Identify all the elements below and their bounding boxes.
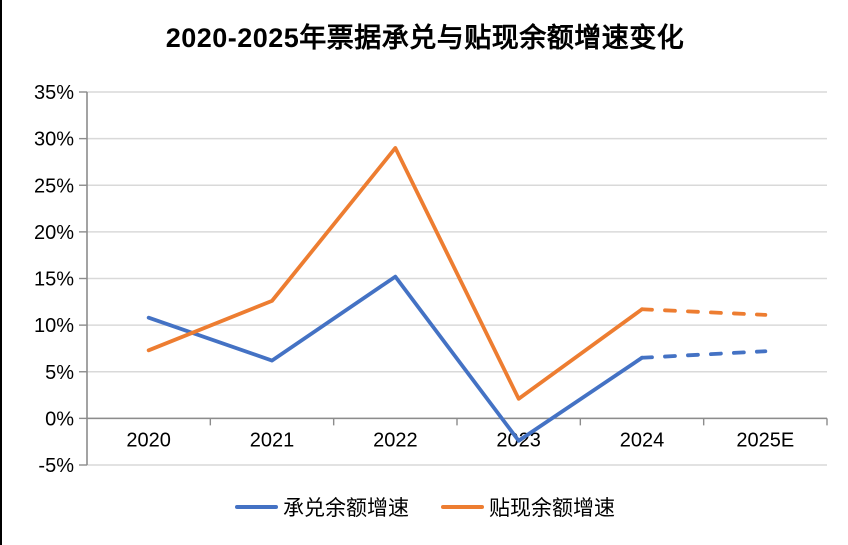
svg-text:20%: 20% bbox=[34, 222, 74, 244]
svg-text:0%: 0% bbox=[45, 408, 74, 430]
chart-legend: 承兑余额增速 贴现余额增速 bbox=[2, 492, 848, 522]
svg-text:30%: 30% bbox=[34, 129, 74, 151]
legend-line-swatch-orange bbox=[441, 504, 484, 510]
svg-text:2024: 2024 bbox=[620, 429, 665, 451]
svg-text:35%: 35% bbox=[34, 82, 74, 104]
svg-text:5%: 5% bbox=[45, 362, 74, 384]
svg-text:10%: 10% bbox=[34, 315, 74, 337]
svg-text:2020: 2020 bbox=[126, 429, 171, 451]
svg-text:2021: 2021 bbox=[250, 429, 295, 451]
legend-item-acceptance-growth: 承兑余额增速 bbox=[235, 492, 409, 522]
legend-label-acceptance-growth: 承兑余额增速 bbox=[283, 497, 409, 520]
svg-text:15%: 15% bbox=[34, 269, 74, 291]
legend-line-swatch-blue bbox=[235, 504, 278, 510]
chart-title: 2020-2025年票据承兑与贴现余额增速变化 bbox=[165, 23, 685, 53]
svg-text:-5%: -5% bbox=[38, 455, 74, 477]
svg-text:2022: 2022 bbox=[373, 429, 418, 451]
svg-text:2025E: 2025E bbox=[736, 429, 794, 451]
legend-label-discount-growth: 贴现余额增速 bbox=[489, 497, 615, 520]
svg-text:25%: 25% bbox=[34, 175, 74, 197]
legend-item-discount-growth: 贴现余额增速 bbox=[441, 492, 615, 522]
